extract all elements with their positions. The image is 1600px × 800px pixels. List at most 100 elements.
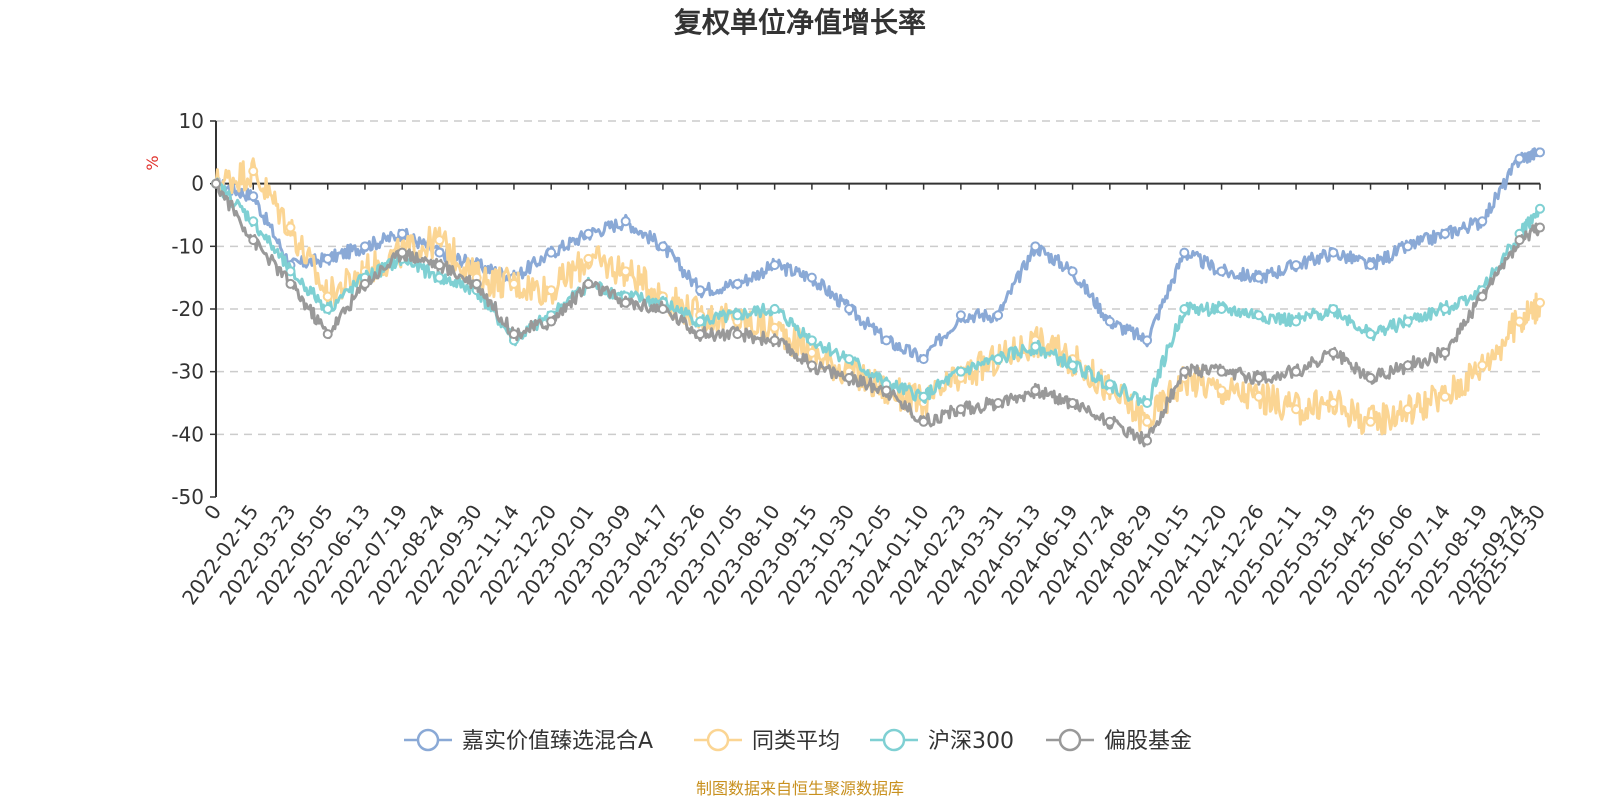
data-point xyxy=(1514,235,1525,246)
grid-lines xyxy=(216,120,1540,436)
data-point xyxy=(248,235,259,246)
data-source-note: 制图数据来自恒生聚源数据库 xyxy=(696,779,904,798)
series-lines xyxy=(211,147,1545,448)
data-point xyxy=(1477,291,1488,302)
data-point xyxy=(434,235,445,246)
legend-marker-icon xyxy=(706,728,730,752)
data-point xyxy=(1365,416,1376,427)
data-point xyxy=(620,266,631,277)
legend-marker-icon xyxy=(882,728,906,752)
data-point xyxy=(583,278,594,289)
data-point xyxy=(1253,391,1264,402)
data-point xyxy=(769,322,780,333)
data-point xyxy=(1535,297,1545,308)
data-point xyxy=(955,310,966,321)
data-point xyxy=(732,310,743,321)
data-point xyxy=(1030,385,1041,396)
data-point xyxy=(211,178,221,189)
x-tick-label: 0 xyxy=(199,500,226,524)
data-point xyxy=(322,304,333,314)
data-point xyxy=(806,272,817,283)
y-tick-label: -20 xyxy=(171,297,204,321)
data-point xyxy=(1104,379,1115,390)
data-point xyxy=(1067,360,1078,371)
data-point xyxy=(1104,416,1115,427)
data-point xyxy=(1067,398,1078,408)
data-point xyxy=(1291,404,1302,415)
data-point xyxy=(1535,147,1545,158)
legend-item[interactable]: 沪深300 xyxy=(870,728,1014,754)
legend-label: 嘉实价值臻选混合A xyxy=(462,729,653,754)
data-point xyxy=(1514,153,1525,164)
data-point xyxy=(322,253,333,264)
data-point xyxy=(844,372,855,383)
legend[interactable]: 嘉实价值臻选混合A 同类平均 沪深300 偏股基金 xyxy=(404,728,1192,754)
data-point xyxy=(732,278,743,289)
data-point xyxy=(1291,366,1302,377)
data-point xyxy=(918,391,929,402)
data-point xyxy=(695,285,706,296)
data-point xyxy=(1253,372,1264,383)
data-point xyxy=(1067,266,1078,277)
data-point xyxy=(993,310,1004,321)
legend-item[interactable]: 同类平均 xyxy=(694,728,840,754)
data-point xyxy=(806,360,817,371)
data-point xyxy=(1477,216,1488,227)
data-point xyxy=(285,222,296,233)
data-point xyxy=(397,247,408,258)
data-point xyxy=(1402,241,1413,252)
data-point xyxy=(434,247,445,258)
legend-marker-icon xyxy=(1058,728,1082,752)
legend-item[interactable]: 偏股基金 xyxy=(1046,728,1192,754)
data-point xyxy=(1253,310,1264,321)
data-point xyxy=(583,253,594,264)
data-point xyxy=(1328,304,1339,314)
data-point xyxy=(285,278,296,289)
data-point xyxy=(359,241,370,252)
data-point xyxy=(1402,404,1413,415)
data-point xyxy=(695,329,706,340)
data-point xyxy=(993,398,1004,408)
data-point xyxy=(1142,416,1153,427)
data-point xyxy=(546,247,557,258)
legend-marker-icon xyxy=(416,728,440,752)
data-point xyxy=(881,335,892,346)
y-tick-label: 0 xyxy=(191,172,204,196)
legend-label: 偏股基金 xyxy=(1104,729,1192,754)
data-point xyxy=(769,304,780,314)
data-point xyxy=(993,354,1004,365)
data-point xyxy=(1216,366,1227,377)
data-point xyxy=(1179,247,1190,258)
data-point xyxy=(918,416,929,427)
data-point xyxy=(1365,372,1376,383)
data-point xyxy=(918,354,929,365)
data-point xyxy=(806,347,817,358)
data-point xyxy=(1291,260,1302,271)
data-point xyxy=(471,278,482,289)
data-point xyxy=(1365,329,1376,340)
data-point xyxy=(248,191,259,202)
data-point xyxy=(1142,335,1153,346)
data-point xyxy=(248,166,259,177)
data-point xyxy=(955,404,966,415)
data-point xyxy=(844,304,855,314)
data-point xyxy=(1402,360,1413,371)
data-point xyxy=(1216,385,1227,396)
data-point xyxy=(844,354,855,365)
data-point xyxy=(1030,241,1041,252)
data-point xyxy=(1477,360,1488,371)
data-point xyxy=(1216,304,1227,314)
data-point xyxy=(806,335,817,346)
data-point xyxy=(1365,260,1376,271)
data-point xyxy=(248,216,259,227)
y-tick-label: -10 xyxy=(171,234,204,258)
chart-title: 复权单位净值增长率 xyxy=(674,6,926,39)
data-point xyxy=(1440,304,1451,314)
legend-item[interactable]: 嘉实价值臻选混合A xyxy=(404,728,653,754)
data-point xyxy=(955,366,966,377)
data-point xyxy=(434,272,445,283)
data-point xyxy=(1535,222,1545,233)
y-axis-ticks: 10 0 -10 -20 -30 -40 -50 xyxy=(171,109,217,509)
data-point xyxy=(1253,272,1264,283)
